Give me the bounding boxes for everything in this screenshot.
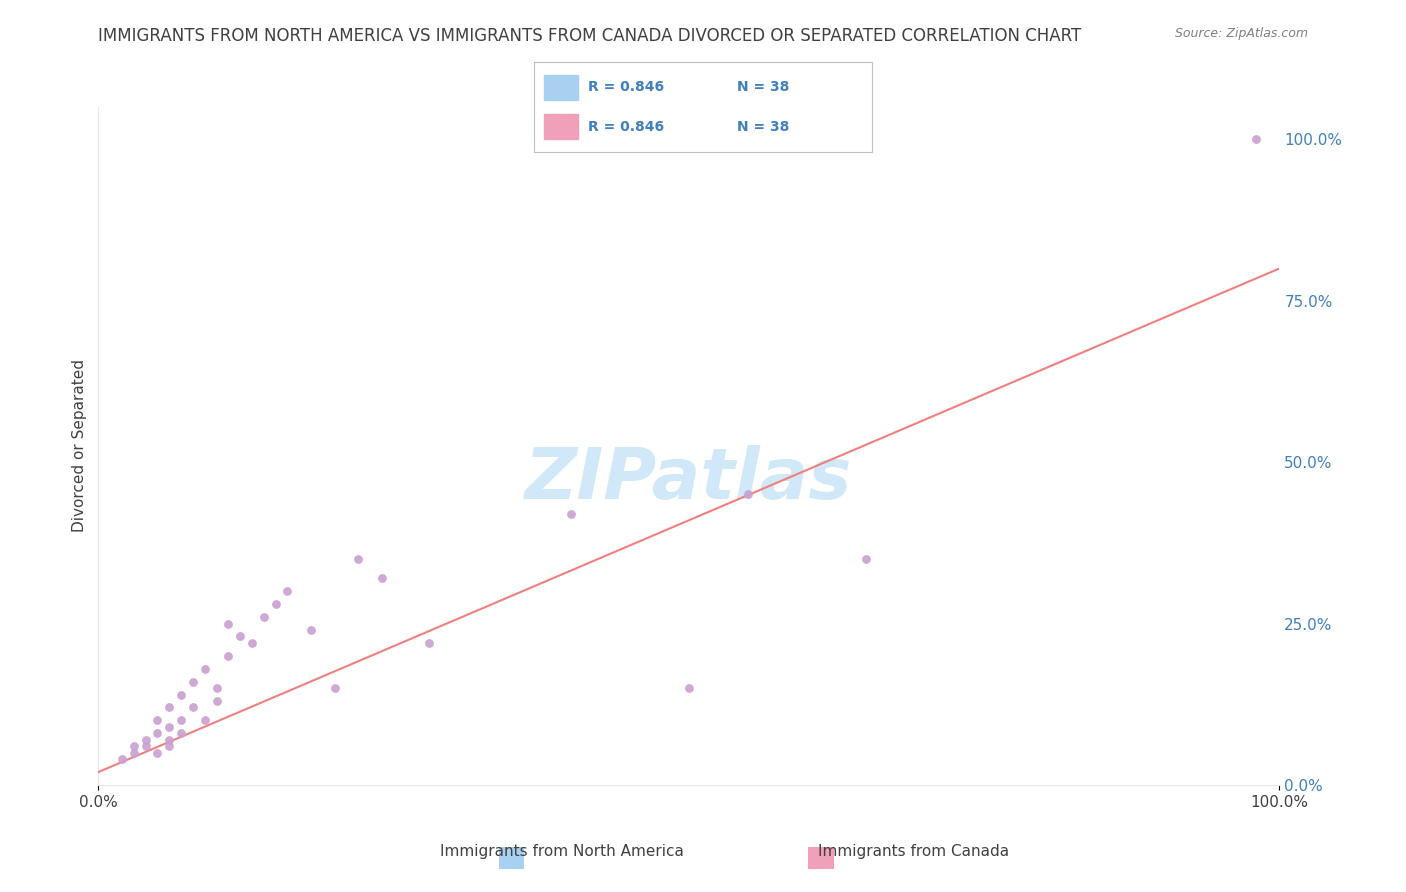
Point xyxy=(146,714,169,728)
Text: N = 38: N = 38 xyxy=(737,120,789,134)
Point xyxy=(157,732,180,747)
Point xyxy=(217,616,239,631)
Text: Immigrants from Canada: Immigrants from Canada xyxy=(818,845,1010,859)
Point xyxy=(253,610,276,624)
Point xyxy=(323,681,346,695)
Point xyxy=(205,681,228,695)
Bar xyxy=(544,75,578,100)
Point xyxy=(170,726,193,740)
Point xyxy=(170,714,193,728)
Text: ZIPatlas: ZIPatlas xyxy=(526,445,852,515)
Point xyxy=(170,688,193,702)
Point xyxy=(347,552,370,566)
Point xyxy=(1244,132,1267,146)
Text: Source: ZipAtlas.com: Source: ZipAtlas.com xyxy=(1174,27,1308,40)
Point xyxy=(418,636,440,650)
Point xyxy=(135,732,157,747)
Point xyxy=(560,507,582,521)
Point xyxy=(181,700,204,714)
Point xyxy=(122,746,145,760)
Text: R = 0.846: R = 0.846 xyxy=(588,80,665,95)
Point xyxy=(371,571,394,585)
Text: R = 0.846: R = 0.846 xyxy=(588,120,665,134)
Text: IMMIGRANTS FROM NORTH AMERICA VS IMMIGRANTS FROM CANADA DIVORCED OR SEPARATED CO: IMMIGRANTS FROM NORTH AMERICA VS IMMIGRA… xyxy=(98,27,1081,45)
Point xyxy=(194,714,217,728)
Point xyxy=(194,662,217,676)
Point xyxy=(205,694,228,708)
Point xyxy=(122,739,145,754)
Point xyxy=(678,681,700,695)
Point xyxy=(157,720,180,734)
Point xyxy=(299,623,322,637)
Point xyxy=(217,648,239,663)
Point xyxy=(181,674,204,689)
Point xyxy=(240,636,263,650)
Point xyxy=(264,597,287,611)
Point xyxy=(111,752,134,766)
Bar xyxy=(544,114,578,139)
Point xyxy=(157,739,180,754)
Point xyxy=(157,700,180,714)
Y-axis label: Divorced or Separated: Divorced or Separated xyxy=(72,359,87,533)
Text: N = 38: N = 38 xyxy=(737,80,789,95)
Point xyxy=(737,487,759,501)
Point xyxy=(276,584,298,599)
Point xyxy=(146,746,169,760)
Point xyxy=(229,630,252,644)
Point xyxy=(135,739,157,754)
Point xyxy=(855,552,877,566)
Text: Immigrants from North America: Immigrants from North America xyxy=(440,845,685,859)
Point xyxy=(146,726,169,740)
